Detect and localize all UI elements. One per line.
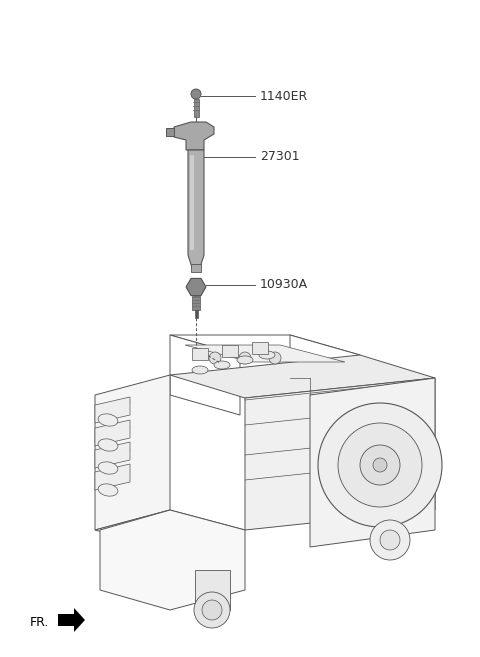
Circle shape (209, 352, 221, 364)
Polygon shape (185, 345, 345, 362)
Text: 10930A: 10930A (260, 279, 308, 292)
Circle shape (360, 445, 400, 485)
Polygon shape (170, 335, 360, 355)
Polygon shape (95, 420, 130, 446)
Polygon shape (166, 128, 174, 136)
Ellipse shape (98, 439, 118, 451)
Bar (192, 296, 200, 310)
Polygon shape (186, 279, 206, 296)
Circle shape (338, 423, 422, 507)
Polygon shape (58, 608, 85, 632)
Text: 27301: 27301 (260, 150, 300, 164)
Ellipse shape (98, 414, 118, 426)
Polygon shape (95, 442, 130, 468)
Polygon shape (192, 348, 208, 360)
Polygon shape (222, 345, 238, 357)
Circle shape (370, 520, 410, 560)
Ellipse shape (237, 356, 253, 364)
Polygon shape (95, 464, 130, 490)
Circle shape (239, 352, 251, 364)
Polygon shape (245, 378, 435, 530)
Text: 1140ER: 1140ER (260, 89, 308, 102)
Polygon shape (252, 342, 268, 354)
Polygon shape (170, 335, 240, 415)
Circle shape (191, 89, 201, 99)
Text: FR.: FR. (30, 616, 49, 629)
Ellipse shape (192, 366, 208, 374)
Polygon shape (310, 378, 435, 547)
Bar (193, 99, 199, 117)
Ellipse shape (98, 484, 118, 496)
Polygon shape (174, 122, 214, 150)
Polygon shape (95, 397, 130, 423)
Circle shape (380, 530, 400, 550)
Polygon shape (188, 150, 204, 270)
Circle shape (194, 592, 230, 628)
Polygon shape (290, 335, 360, 415)
Bar (191, 264, 201, 272)
Bar (194, 310, 197, 318)
Polygon shape (100, 510, 245, 610)
Ellipse shape (259, 351, 275, 359)
Ellipse shape (214, 361, 230, 369)
Circle shape (373, 458, 387, 472)
Circle shape (202, 600, 222, 620)
Polygon shape (190, 155, 194, 250)
Polygon shape (95, 375, 170, 530)
Polygon shape (95, 510, 245, 550)
Polygon shape (195, 570, 230, 610)
Circle shape (269, 352, 281, 364)
Circle shape (318, 403, 442, 527)
Polygon shape (170, 355, 435, 398)
Ellipse shape (98, 462, 118, 474)
